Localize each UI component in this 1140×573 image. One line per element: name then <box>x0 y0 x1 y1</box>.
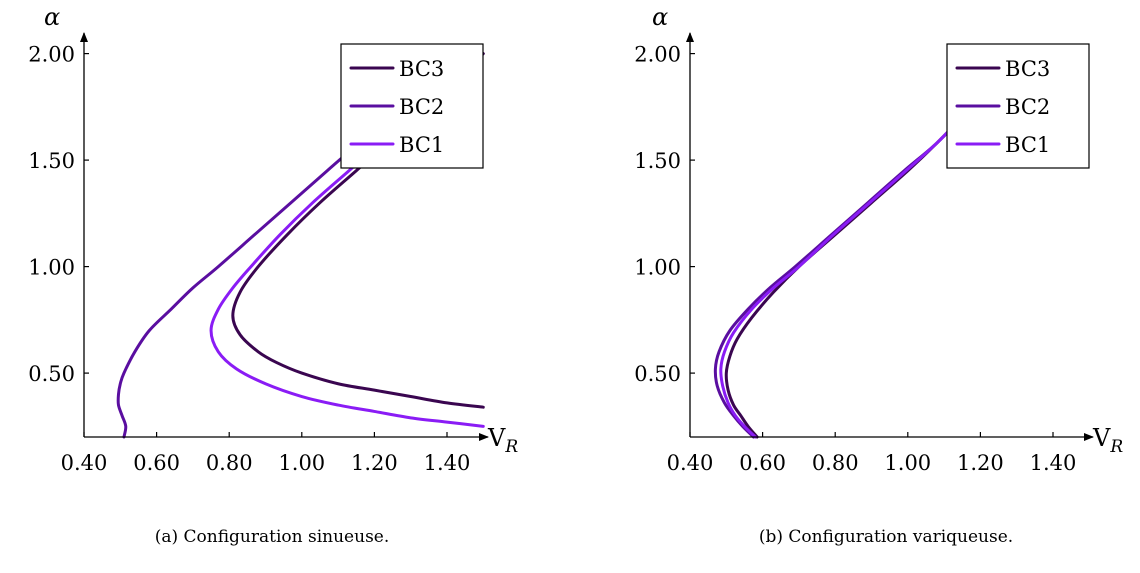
legend-a: BC3 BC2 BC1 <box>340 43 484 169</box>
y-tick-label: 1.50 <box>634 149 681 173</box>
x-tick-label: 1.40 <box>1030 451 1077 475</box>
series-layer-b <box>713 111 968 439</box>
x-tick-label: 0.80 <box>206 451 253 475</box>
x-tick-label: 1.00 <box>278 451 325 475</box>
ticks-b: 0.40 0.60 0.80 1.00 1.20 1.40 0.50 1.00 1.50 2.00 <box>634 43 1076 475</box>
legend-label-bc3: BC3 <box>1005 57 1050 81</box>
legend-label-bc3: BC3 <box>399 57 444 81</box>
series-line-bc3 <box>724 111 968 439</box>
axes-a <box>80 32 489 441</box>
x-axis-label: VR <box>487 424 518 457</box>
x-axis-label: VR <box>1092 424 1123 457</box>
x-axis-label-main: V <box>487 424 506 452</box>
y-tick-label: 2.00 <box>634 43 681 67</box>
ticks-a: 0.40 0.60 0.80 1.00 1.20 1.40 0.50 1.00 1.50 2.00 <box>28 43 470 475</box>
legend-label-bc1: BC1 <box>399 133 444 157</box>
y-axis-label: α <box>44 3 60 31</box>
x-axis-label-sub: R <box>504 437 518 457</box>
caption-b: (b) Configuration variqueuse. <box>759 527 1013 547</box>
y-tick-label: 0.50 <box>28 362 75 386</box>
caption-a: (a) Configuration sinueuse. <box>155 527 390 547</box>
x-tick-label: 0.80 <box>812 451 859 475</box>
series-line-bc1 <box>719 111 968 439</box>
y-tick-label: 1.00 <box>634 256 681 280</box>
chart-panel-a: 0.40 0.60 0.80 1.00 1.20 1.40 0.50 1.00 1.50 2.00… <box>28 3 518 547</box>
x-tick-label: 0.60 <box>739 451 786 475</box>
y-axis-label: α <box>652 3 668 31</box>
legend-label-bc2: BC2 <box>399 95 444 119</box>
legend-label-bc2: BC2 <box>1005 95 1050 119</box>
legend-b: BC3 BC2 BC1 <box>946 43 1090 169</box>
x-tick-label: 0.60 <box>133 451 180 475</box>
y-tick-label: 1.00 <box>28 256 75 280</box>
x-tick-label: 0.40 <box>61 451 108 475</box>
y-tick-label: 2.00 <box>28 43 75 67</box>
series-line-bc2 <box>713 111 968 439</box>
x-axis-label-sub: R <box>1109 437 1123 457</box>
x-tick-label: 1.20 <box>351 451 398 475</box>
y-tick-label: 0.50 <box>634 362 681 386</box>
x-tick-label: 0.40 <box>667 451 714 475</box>
x-tick-label: 1.00 <box>884 451 931 475</box>
x-axis-label-main: V <box>1092 424 1111 452</box>
x-tick-label: 1.20 <box>957 451 1004 475</box>
x-tick-label: 1.40 <box>424 451 471 475</box>
chart-panel-b: 0.40 0.60 0.80 1.00 1.20 1.40 0.50 1.00 1.50 2.00… <box>634 3 1123 547</box>
legend-label-bc1: BC1 <box>1005 133 1050 157</box>
axes-b <box>686 32 1094 441</box>
y-tick-label: 1.50 <box>28 149 75 173</box>
